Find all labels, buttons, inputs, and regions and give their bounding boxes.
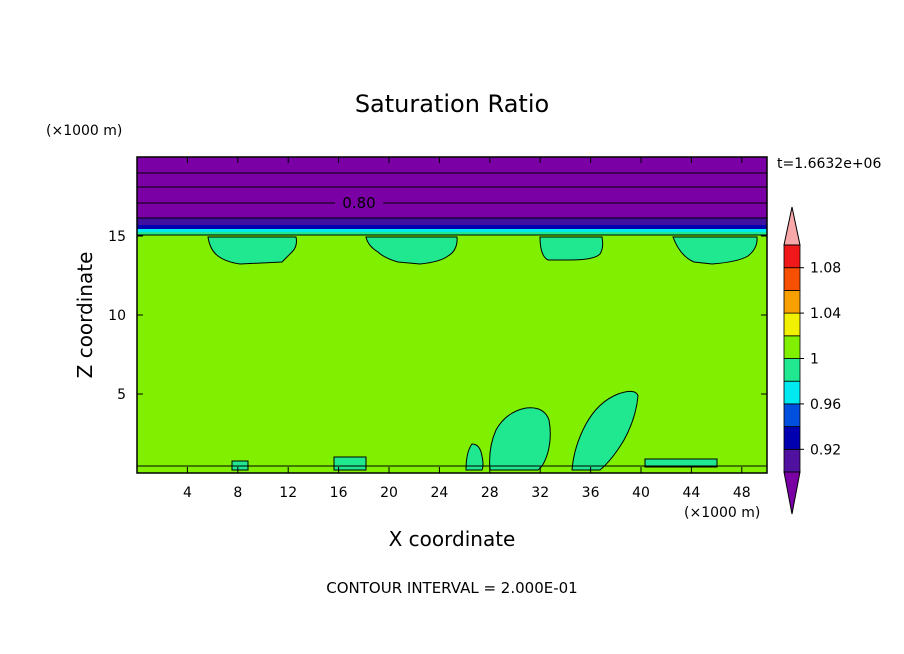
colorbar-under-arrow <box>783 471 801 515</box>
colorbar-over-arrow <box>783 206 801 246</box>
x-tick-label: 4 <box>183 485 192 501</box>
colorbar-tick-label: 0.92 <box>810 442 841 458</box>
x-tick-label: 40 <box>632 485 650 501</box>
x-tick-label: 48 <box>733 485 751 501</box>
deep-blue-band <box>137 218 767 226</box>
colorbar-band <box>783 448 801 473</box>
contour-label-group: 0.80 <box>337 194 381 212</box>
plot-area <box>137 157 767 473</box>
x-tick-label: 28 <box>481 485 499 501</box>
colorbar-band <box>783 380 801 405</box>
colorbar: 0.92 0.96 1 1.04 1.08 <box>783 206 841 515</box>
colorbar-band <box>783 426 801 450</box>
colorbar-band <box>783 289 801 314</box>
convective-cell <box>489 407 551 471</box>
surface-patch <box>644 458 718 468</box>
blue-band <box>137 225 767 230</box>
anvil-patch <box>539 236 604 261</box>
contour-label-bg <box>337 194 381 212</box>
y-tick-label: 5 <box>117 387 126 403</box>
y-unit-label: (×1000 m) <box>46 123 122 139</box>
contour-label: 0.80 <box>342 194 375 212</box>
x-tick-label: 8 <box>233 485 242 501</box>
colorbar-band <box>783 335 801 359</box>
y-axis: 5 10 15 <box>108 229 767 403</box>
colorbar-tick-label: 1.08 <box>810 261 841 277</box>
y-tick-label: 15 <box>108 229 126 245</box>
cyan-band <box>137 229 767 233</box>
colorbar-band <box>783 312 801 337</box>
time-label: t=1.6632e+06 <box>777 156 881 172</box>
x-tick-label: 32 <box>531 485 549 501</box>
colorbar-tick-label: 0.96 <box>810 397 841 413</box>
x-tick-label: 16 <box>330 485 348 501</box>
colorbar-tick-label: 1 <box>810 352 819 368</box>
colorbar-tick-label: 1.04 <box>810 306 841 322</box>
x-tick-label: 20 <box>380 485 398 501</box>
x-tick-label: 36 <box>582 485 600 501</box>
y-tick-label: 10 <box>108 308 126 324</box>
convective-cell <box>571 390 639 471</box>
anvil-patch <box>365 236 458 265</box>
colorbar-band <box>783 244 801 269</box>
anvil-patch <box>207 236 297 265</box>
anvil-patch <box>672 236 758 265</box>
y-axis-title: Z coordinate <box>73 252 97 379</box>
surface-patch <box>333 456 367 471</box>
x-tick-label: 44 <box>682 485 700 501</box>
x-axis-title: X coordinate <box>389 527 516 551</box>
colorbar-band <box>783 403 801 427</box>
x-unit-label: (×1000 m) <box>684 505 760 521</box>
x-tick-label: 12 <box>279 485 297 501</box>
x-axis: 4 8 12 16 20 24 28 32 36 40 44 48 <box>183 157 751 501</box>
contour-interval-footer: CONTOUR INTERVAL = 2.000E-01 <box>326 579 577 597</box>
colorbar-band <box>783 267 801 291</box>
teal-band <box>137 232 767 235</box>
colorbar-band <box>783 358 801 382</box>
x-tick-label: 24 <box>430 485 448 501</box>
chart-title: Saturation Ratio <box>355 90 549 118</box>
